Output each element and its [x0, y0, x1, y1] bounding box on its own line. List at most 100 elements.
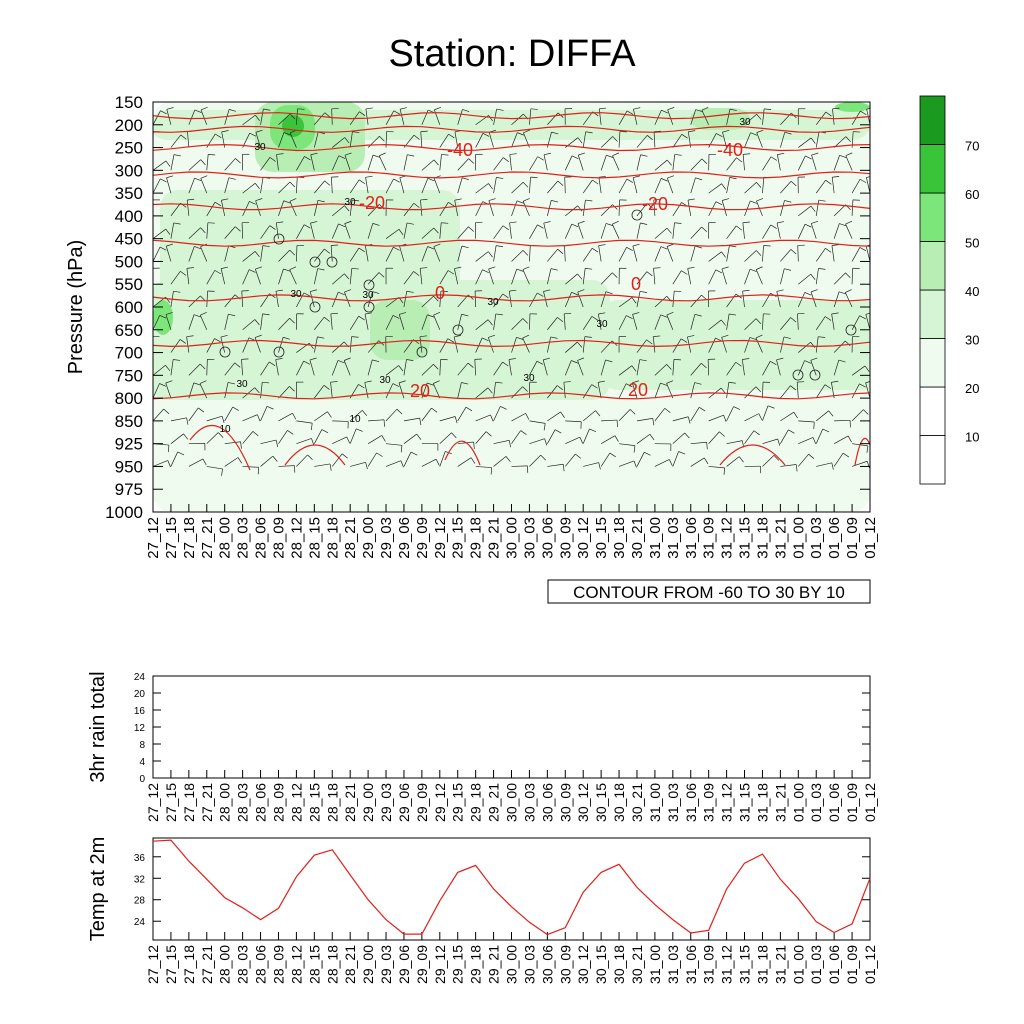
wind-barb	[493, 109, 497, 125]
wind-barb	[672, 432, 685, 444]
wind-barb	[565, 205, 578, 217]
wind-barb	[726, 456, 740, 467]
x-tick-label: 30_09	[557, 517, 574, 559]
wind-barb	[547, 463, 564, 467]
x-tick-label: 30_15	[593, 945, 609, 984]
wind-barb	[831, 313, 835, 330]
x-tick-label: 28_21	[342, 783, 358, 822]
wind-barb-feather	[880, 272, 885, 276]
wind-barb	[296, 108, 298, 125]
wind-barb-feather	[503, 89, 509, 93]
wind-barb	[349, 428, 357, 444]
wind-barb	[403, 154, 408, 171]
wind-barb-feather	[808, 453, 815, 459]
x-tick-label: 31_09	[701, 517, 718, 559]
wind-barb	[242, 201, 250, 217]
wind-barb-feather	[795, 464, 798, 472]
x-tick-label: 28_00	[217, 517, 234, 559]
wind-barb	[582, 410, 596, 422]
wind-barb-feather	[232, 406, 239, 411]
wind-barb-feather	[376, 452, 383, 457]
wind-barb-feather	[778, 85, 785, 86]
wind-barb-feather	[810, 273, 816, 280]
wind-barb-feather	[806, 88, 812, 91]
wind-barbs	[153, 85, 885, 476]
wind-barb	[242, 269, 250, 285]
wind-barb	[421, 382, 428, 399]
wind-barb	[762, 245, 764, 262]
wind-barb	[618, 460, 635, 467]
wind-barb	[260, 102, 261, 103]
colorbar-label: 40	[965, 284, 979, 299]
wind-barb-feather	[701, 226, 708, 232]
wind-barb	[726, 406, 734, 422]
wind-barb-feather	[275, 439, 279, 447]
wind-barb	[816, 462, 832, 467]
wind-barb	[206, 270, 216, 285]
wind-barb	[611, 224, 620, 239]
wind-barb	[493, 102, 495, 103]
wind-barb-feather	[338, 291, 345, 296]
wind-barb-feather	[461, 382, 469, 385]
x-tick-label: 30_00	[504, 945, 520, 984]
wind-barb-feather	[433, 243, 441, 247]
x-tick-label: 27_15	[163, 517, 180, 559]
wind-barb-feather	[653, 335, 661, 337]
wind-barb-feather	[715, 337, 722, 342]
temperature-contour-label: 0	[435, 283, 445, 303]
wind-barb-feather	[522, 318, 529, 324]
rh-contour-label: 30	[739, 117, 751, 128]
wind-barb-feather	[495, 381, 503, 384]
wind-barb	[439, 202, 449, 217]
wind-barb-feather	[681, 134, 688, 139]
wind-barb-feather	[427, 177, 435, 182]
wind-barb-feather	[509, 153, 517, 155]
wind-barb	[188, 159, 201, 171]
wind-barb	[529, 420, 546, 424]
wind-barb	[170, 451, 179, 467]
wind-barb	[708, 466, 725, 469]
wind-barb-feather	[487, 251, 493, 258]
wind-barb	[153, 228, 166, 239]
wind-barb-feather	[275, 289, 283, 292]
wind-barb	[690, 177, 696, 194]
y-tick-label: 16	[134, 706, 146, 717]
wind-barb-feather	[729, 313, 737, 316]
calm-wind-marker	[309, 256, 321, 268]
temperature-contour-line	[153, 203, 870, 211]
colorbar-label: 50	[965, 236, 979, 251]
wind-barb-feather	[755, 250, 762, 256]
wind-barb-feather	[339, 87, 345, 90]
wind-barb	[845, 155, 853, 171]
wind-barb	[421, 178, 429, 194]
wind-barb-feather	[607, 87, 614, 89]
y-tick-label: 975	[115, 480, 143, 499]
wind-barb	[600, 359, 606, 376]
wind-barb	[260, 177, 264, 194]
wind-barb-feather	[324, 248, 331, 254]
wind-barb	[439, 338, 449, 353]
wind-barb	[565, 273, 578, 285]
x-tick-label: 01_03	[808, 783, 824, 822]
x-tick-label: 27_21	[199, 945, 215, 984]
colorbar-box	[919, 95, 946, 145]
wind-barb	[780, 200, 785, 216]
wind-barb-feather	[248, 269, 256, 273]
wind-barb	[242, 414, 258, 422]
wind-barb	[780, 429, 789, 444]
wind-barb	[241, 291, 243, 308]
wind-barb	[780, 385, 791, 399]
x-tick-label: 30_09	[557, 783, 573, 822]
wind-barb	[690, 363, 702, 376]
rh-shade-area	[153, 300, 173, 335]
wind-barb-feather	[721, 334, 729, 338]
wind-barb	[296, 224, 305, 239]
wind-barb-feather	[451, 432, 457, 439]
wind-barb-feather	[845, 152, 853, 156]
wind-barb-feather	[736, 157, 743, 163]
wind-barb	[367, 155, 374, 171]
x-tick-label: 27_21	[199, 517, 216, 559]
wind-barb-feather	[522, 266, 530, 270]
wind-barb	[242, 114, 256, 126]
wind-barb	[186, 268, 190, 285]
